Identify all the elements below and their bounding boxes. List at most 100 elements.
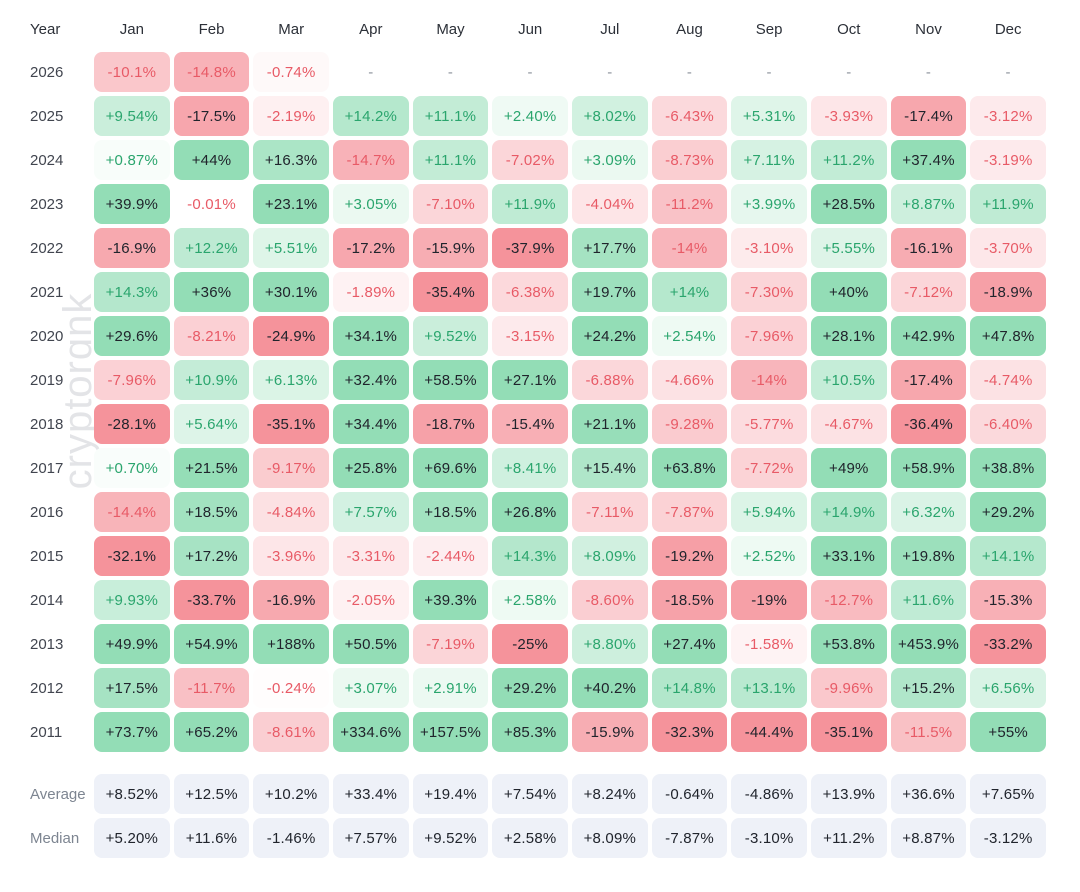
return-cell: -4.67% bbox=[809, 402, 889, 446]
return-cell: -15.9% bbox=[570, 710, 650, 754]
return-cell: +6.32% bbox=[889, 490, 969, 534]
return-cell: -7.72% bbox=[729, 446, 809, 490]
year-label: 2026 bbox=[30, 63, 64, 81]
return-value: -28.1% bbox=[94, 404, 170, 444]
year-column-header: Year bbox=[30, 20, 61, 38]
return-value: -17.4% bbox=[890, 360, 967, 400]
return-value: -0.74% bbox=[253, 52, 329, 92]
month-column-header-dec: Dec bbox=[994, 20, 1022, 38]
return-value: -14.4% bbox=[94, 492, 170, 532]
return-value: - bbox=[447, 63, 454, 81]
return-cell: +69.6% bbox=[411, 446, 491, 490]
return-cell: -9.96% bbox=[809, 666, 889, 710]
return-cell: -2.19% bbox=[251, 94, 331, 138]
return-cell: +21.5% bbox=[172, 446, 252, 490]
return-cell: +5.94% bbox=[729, 490, 809, 534]
return-cell: -11.5% bbox=[889, 710, 969, 754]
return-value: +73.7% bbox=[94, 712, 170, 752]
return-cell: +32.4% bbox=[331, 358, 411, 402]
return-value: -6.38% bbox=[492, 272, 568, 312]
return-value: +7.57% bbox=[332, 492, 409, 532]
median-value: +9.52% bbox=[412, 818, 489, 858]
median-value: +8.87% bbox=[890, 818, 967, 858]
return-value: -3.15% bbox=[492, 316, 568, 356]
return-value: -7.96% bbox=[94, 360, 170, 400]
return-value: +8.02% bbox=[571, 96, 648, 136]
return-cell: -16.9% bbox=[251, 578, 331, 622]
return-cell: -7.87% bbox=[650, 490, 730, 534]
return-cell: +7.11% bbox=[729, 138, 809, 182]
return-cell: -36.4% bbox=[889, 402, 969, 446]
return-value: - bbox=[368, 63, 374, 81]
return-cell: -35.4% bbox=[411, 270, 491, 314]
return-cell: - bbox=[889, 50, 969, 94]
return-cell: +33.1% bbox=[809, 534, 889, 578]
return-value: +14.1% bbox=[970, 536, 1046, 576]
return-cell: -2.05% bbox=[331, 578, 411, 622]
return-value: +28.5% bbox=[810, 184, 887, 224]
return-value: -10.1% bbox=[94, 52, 170, 92]
return-value: +11.9% bbox=[492, 184, 568, 224]
return-value: +21.5% bbox=[173, 448, 250, 488]
return-value: -9.96% bbox=[810, 668, 887, 708]
median-value: +5.20% bbox=[94, 818, 170, 858]
average-value: +36.6% bbox=[890, 774, 967, 814]
month-column-header-may: May bbox=[436, 20, 465, 38]
year-label: 2025 bbox=[30, 107, 64, 125]
return-cell: +8.09% bbox=[570, 534, 650, 578]
return-value: +14.2% bbox=[332, 96, 409, 136]
return-value: - bbox=[686, 63, 693, 81]
year-label: 2012 bbox=[30, 679, 64, 697]
return-cell: -14% bbox=[650, 226, 730, 270]
return-cell: -9.28% bbox=[650, 402, 730, 446]
return-value: -18.5% bbox=[651, 580, 728, 620]
return-value: -7.19% bbox=[412, 624, 489, 664]
return-cell: - bbox=[729, 50, 809, 94]
return-value: -2.19% bbox=[253, 96, 329, 136]
return-value: +13.1% bbox=[731, 668, 807, 708]
return-value: +27.1% bbox=[492, 360, 568, 400]
return-value: -7.30% bbox=[731, 272, 807, 312]
return-value: +6.32% bbox=[890, 492, 967, 532]
return-value: +49.9% bbox=[94, 624, 170, 664]
return-cell: +15.2% bbox=[889, 666, 969, 710]
return-cell: -6.88% bbox=[570, 358, 650, 402]
return-value: - bbox=[846, 63, 852, 81]
return-cell: -11.2% bbox=[650, 182, 730, 226]
return-cell: -15.4% bbox=[490, 402, 570, 446]
average-value: +12.5% bbox=[173, 774, 250, 814]
return-cell: +18.5% bbox=[172, 490, 252, 534]
return-cell: +29.2% bbox=[490, 666, 570, 710]
return-value: -8.73% bbox=[651, 140, 728, 180]
return-cell: +3.07% bbox=[331, 666, 411, 710]
return-value: +3.99% bbox=[731, 184, 807, 224]
return-cell: -3.15% bbox=[490, 314, 570, 358]
return-value: -11.2% bbox=[651, 184, 728, 224]
return-cell: +2.91% bbox=[411, 666, 491, 710]
average-value: -4.86% bbox=[731, 774, 807, 814]
return-cell: +9.52% bbox=[411, 314, 491, 358]
return-cell: +29.2% bbox=[968, 490, 1048, 534]
return-cell: +14% bbox=[650, 270, 730, 314]
return-cell: -24.9% bbox=[251, 314, 331, 358]
return-value: +17.7% bbox=[571, 228, 648, 268]
return-cell: +17.7% bbox=[570, 226, 650, 270]
return-cell: -15.3% bbox=[968, 578, 1048, 622]
average-value: +7.65% bbox=[970, 774, 1046, 814]
return-value: -15.3% bbox=[970, 580, 1046, 620]
return-cell: +0.70% bbox=[92, 446, 172, 490]
return-value: +6.13% bbox=[253, 360, 329, 400]
return-cell: -32.3% bbox=[650, 710, 730, 754]
return-cell: +188% bbox=[251, 622, 331, 666]
return-cell: -8.73% bbox=[650, 138, 730, 182]
return-cell: -11.7% bbox=[172, 666, 252, 710]
return-value: -8.61% bbox=[253, 712, 329, 752]
return-value: +40.2% bbox=[571, 668, 648, 708]
return-cell: +28.5% bbox=[809, 182, 889, 226]
return-value: +63.8% bbox=[651, 448, 728, 488]
return-cell: +14.1% bbox=[968, 534, 1048, 578]
month-column-header-nov: Nov bbox=[915, 20, 942, 38]
return-value: +27.4% bbox=[651, 624, 728, 664]
return-value: +19.7% bbox=[571, 272, 648, 312]
return-cell: - bbox=[331, 50, 411, 94]
